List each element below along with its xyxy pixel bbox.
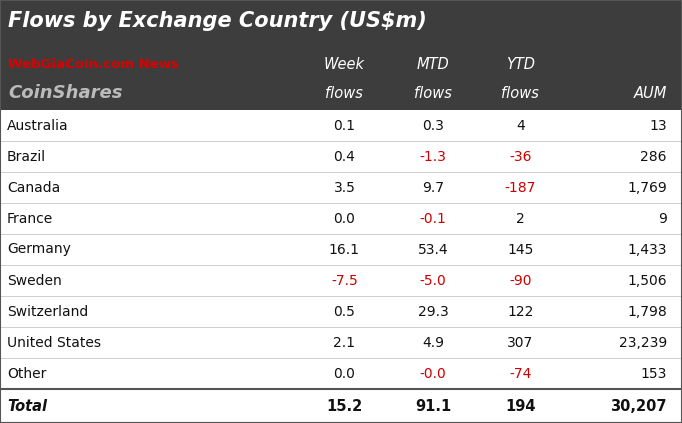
Bar: [0, 234, 682, 265]
Text: flows: flows: [325, 85, 364, 101]
Text: 23,239: 23,239: [619, 335, 667, 349]
Text: -0.1: -0.1: [419, 212, 447, 225]
Text: 145: 145: [507, 242, 533, 256]
Bar: [0, 389, 682, 423]
Text: 9.7: 9.7: [422, 181, 444, 195]
Text: Canada: Canada: [7, 181, 60, 195]
Text: 2: 2: [516, 212, 524, 225]
Text: 1,798: 1,798: [627, 305, 667, 319]
Text: Switzerland: Switzerland: [7, 305, 88, 319]
Text: 1,769: 1,769: [627, 181, 667, 195]
Text: -7.5: -7.5: [331, 274, 358, 288]
Text: 16.1: 16.1: [329, 242, 360, 256]
Bar: [0, 296, 682, 327]
Text: 2.1: 2.1: [333, 335, 355, 349]
Text: 0.0: 0.0: [333, 366, 355, 381]
Text: -5.0: -5.0: [419, 274, 447, 288]
Text: Week: Week: [324, 57, 365, 72]
Text: MTD: MTD: [417, 57, 449, 72]
Text: 286: 286: [640, 149, 667, 164]
Text: -90: -90: [509, 274, 531, 288]
Text: -74: -74: [509, 366, 531, 381]
Text: 307: 307: [507, 335, 533, 349]
Text: 0.4: 0.4: [333, 149, 355, 164]
Text: 9: 9: [658, 212, 667, 225]
Text: 30,207: 30,207: [610, 398, 667, 414]
Text: -1.3: -1.3: [419, 149, 447, 164]
Text: CoinShares: CoinShares: [8, 84, 123, 102]
Bar: [0, 141, 682, 172]
Text: France: France: [7, 212, 53, 225]
Text: -187: -187: [505, 181, 536, 195]
Text: Other: Other: [7, 366, 46, 381]
Text: 122: 122: [507, 305, 533, 319]
Text: 0.0: 0.0: [333, 212, 355, 225]
Text: 29.3: 29.3: [417, 305, 449, 319]
Bar: [0, 358, 682, 389]
Text: 1,506: 1,506: [627, 274, 667, 288]
Text: Flows by Exchange Country (US$m): Flows by Exchange Country (US$m): [8, 11, 427, 31]
Text: 13: 13: [649, 118, 667, 132]
Bar: [0, 0, 682, 42]
Text: Germany: Germany: [7, 242, 71, 256]
Text: flows: flows: [414, 85, 452, 101]
Text: WebGiaCoin.com News: WebGiaCoin.com News: [8, 58, 179, 71]
Text: 153: 153: [640, 366, 667, 381]
Text: 91.1: 91.1: [415, 398, 451, 414]
Bar: [0, 172, 682, 203]
Text: YTD: YTD: [506, 57, 535, 72]
Bar: [0, 327, 682, 358]
Text: 15.2: 15.2: [326, 398, 363, 414]
Text: Total: Total: [7, 398, 47, 414]
Text: -0.0: -0.0: [419, 366, 447, 381]
Bar: [0, 110, 682, 141]
Text: 53.4: 53.4: [418, 242, 448, 256]
Text: -36: -36: [509, 149, 531, 164]
Text: AUM: AUM: [634, 85, 667, 101]
Text: 3.5: 3.5: [333, 181, 355, 195]
Text: Australia: Australia: [7, 118, 68, 132]
Text: Sweden: Sweden: [7, 274, 61, 288]
Text: 1,433: 1,433: [627, 242, 667, 256]
Text: flows: flows: [501, 85, 539, 101]
Bar: [0, 42, 682, 110]
Text: 4: 4: [516, 118, 524, 132]
Text: 0.3: 0.3: [422, 118, 444, 132]
Text: 0.1: 0.1: [333, 118, 355, 132]
Bar: [0, 203, 682, 234]
Text: Brazil: Brazil: [7, 149, 46, 164]
Text: 4.9: 4.9: [422, 335, 444, 349]
Text: 194: 194: [505, 398, 535, 414]
Text: United States: United States: [7, 335, 101, 349]
Text: 0.5: 0.5: [333, 305, 355, 319]
Bar: [0, 265, 682, 296]
